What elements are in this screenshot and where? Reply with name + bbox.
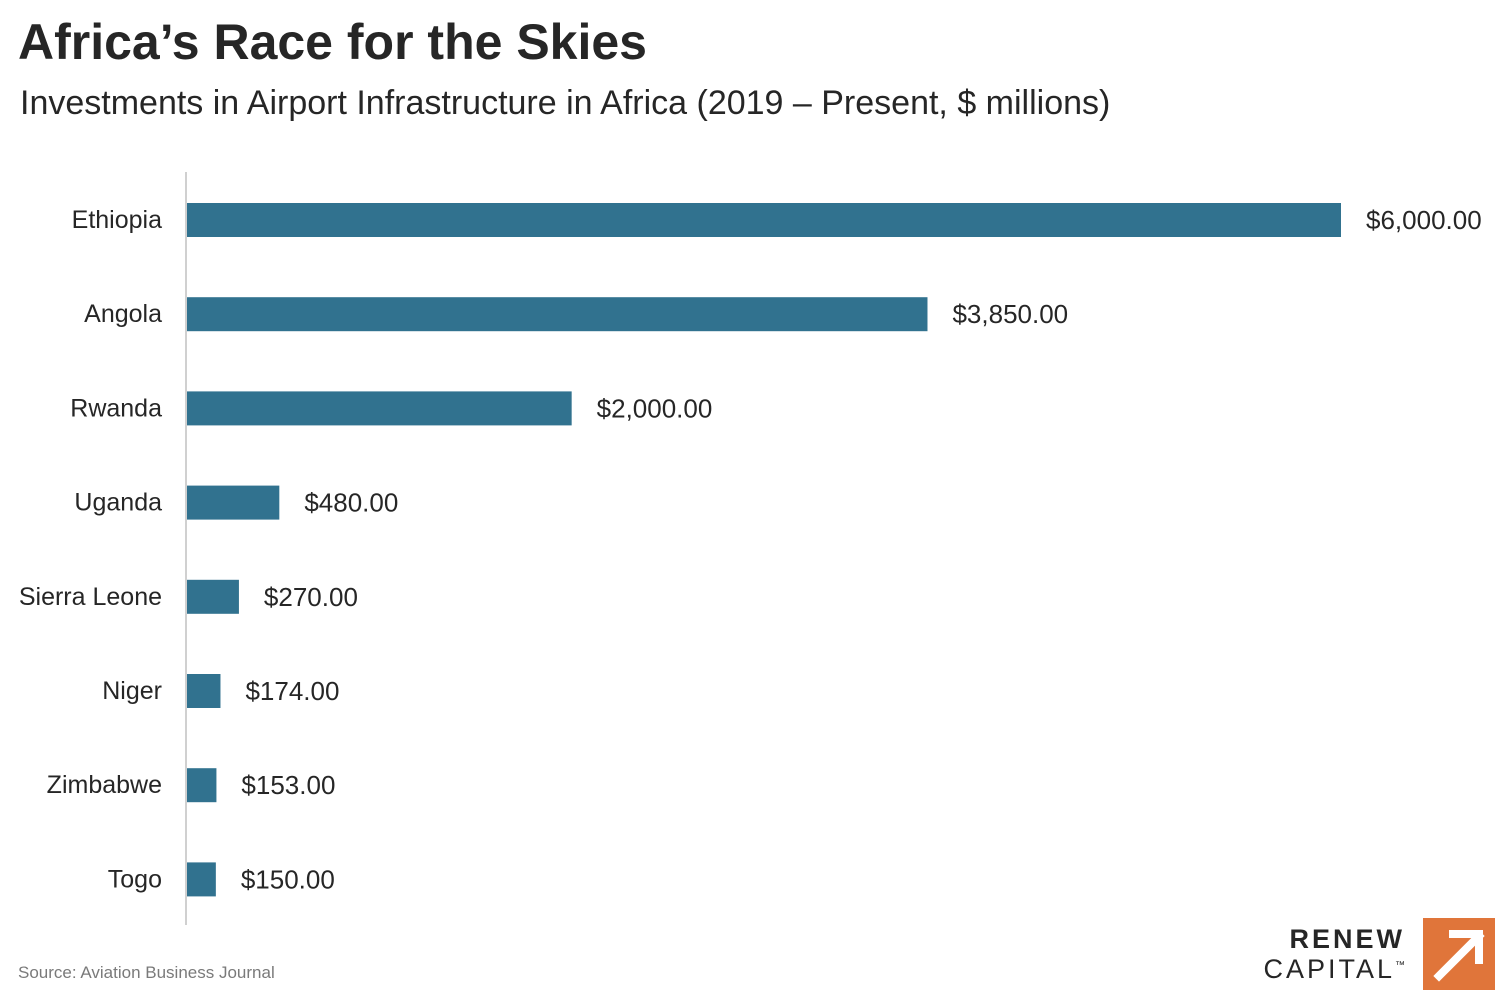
chart-subtitle: Investments in Airport Infrastructure in… [20,84,1111,122]
logo-word-capital-text: CAPITAL [1263,954,1395,984]
bar [187,579,239,614]
category-label: Angola [84,300,162,328]
chart-title: Africa’s Race for the Skies [18,14,647,70]
logo-word-capital: CAPITAL™ [1263,954,1405,985]
up-right-arrow-icon [1423,918,1495,990]
logo-word-renew: RENEW [1289,924,1405,954]
category-label: Sierra Leone [19,583,162,611]
category-label: Rwanda [70,394,162,422]
category-label: Ethiopia [72,206,162,234]
bar [187,203,1341,237]
bar-group-sierra-leone: Sierra Leone $270.00 [19,579,358,614]
category-label: Togo [108,865,162,893]
value-label: $6,000.00 [1366,205,1482,235]
bar-group-angola: Angola $3,850.00 [84,297,1068,332]
bar [187,391,572,426]
logo-trademark: ™ [1395,960,1405,971]
value-label: $480.00 [304,488,398,518]
value-label: $3,850.00 [952,299,1068,329]
bar-group-niger: Niger $174.00 [102,674,339,708]
bar-chart: Ethiopia $6,000.00 Angola $3,850.00 Rwanda $2… [19,172,1482,925]
bar [187,485,280,520]
bar [187,297,928,332]
source-note: Source: Aviation Business Journal [18,963,275,982]
bar [187,768,217,803]
bar-group-togo: Togo $150.00 [108,862,335,897]
category-label: Uganda [74,489,162,517]
value-label: $153.00 [241,770,335,800]
bars-layer: Ethiopia $6,000.00 Angola $3,850.00 Rwanda $2… [19,203,1482,897]
value-label: $2,000.00 [597,393,713,423]
value-label: $270.00 [264,582,358,612]
category-label: Zimbabwe [47,771,162,799]
renew-capital-logo: RENEW CAPITAL™ [1263,918,1495,990]
value-label: $174.00 [245,676,339,706]
category-label: Niger [102,677,162,705]
bar [187,674,221,708]
bar [187,862,216,897]
value-label: $150.00 [241,864,335,894]
bar-group-ethiopia: Ethiopia $6,000.00 [72,203,1482,237]
bar-group-uganda: Uganda $480.00 [74,485,398,520]
bar-group-rwanda: Rwanda $2,000.00 [70,391,713,426]
bar-group-zimbabwe: Zimbabwe $153.00 [47,768,335,803]
